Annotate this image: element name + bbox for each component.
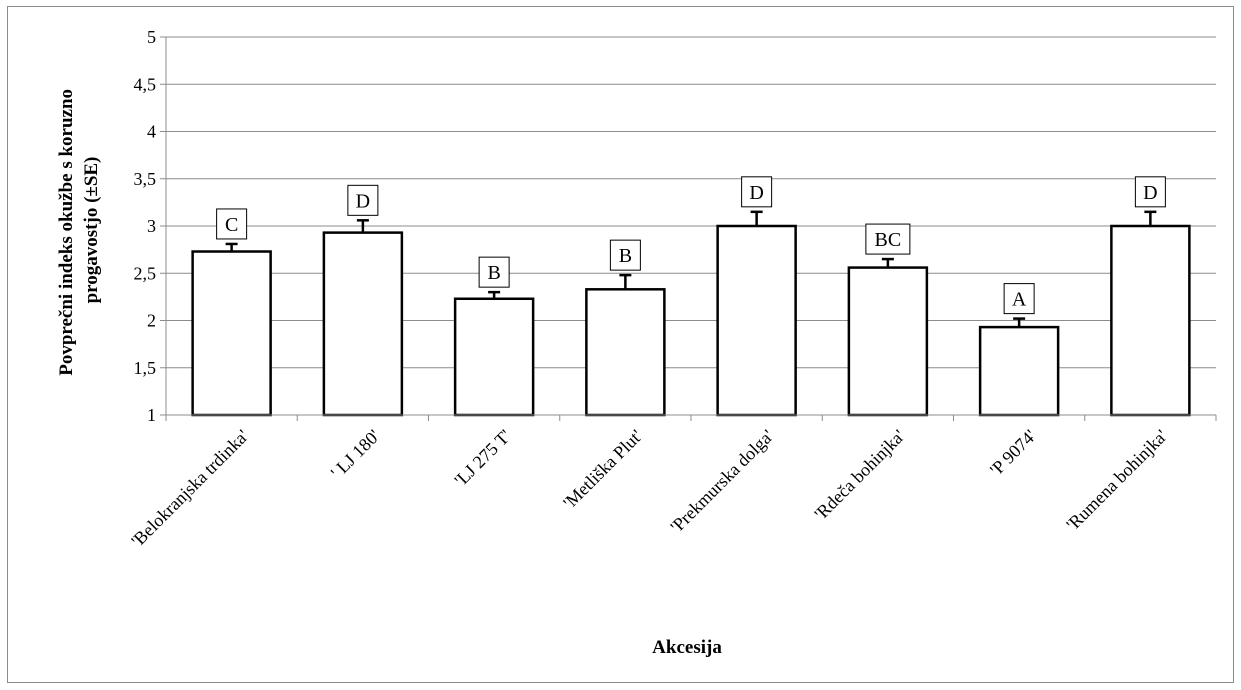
- significance-box: [609, 239, 641, 271]
- bar: [716, 224, 797, 417]
- x-category-label: 'Metliška Plut': [559, 426, 646, 513]
- bar: [978, 325, 1060, 417]
- significance-box: [865, 223, 911, 255]
- bar: [453, 297, 535, 417]
- significance-letter: D: [749, 182, 763, 204]
- bars: [191, 224, 1191, 417]
- significance-box: [478, 256, 510, 288]
- y-axis-title: Povprečni indeks okužbe s koruzno progav…: [56, 84, 102, 376]
- y-tick-label: 1: [147, 405, 156, 425]
- significance-letter: A: [1012, 289, 1027, 311]
- significance-letter: D: [1143, 182, 1157, 204]
- x-category-label: 'Belokranjska trdinka': [127, 426, 252, 551]
- bar: [322, 231, 404, 417]
- x-axis-title: Akcesija: [652, 637, 722, 658]
- x-category-label: ' LJ 180': [327, 426, 384, 483]
- x-axis-ticks: [165, 415, 1217, 421]
- x-category-label: 'LJ 275 T': [450, 426, 514, 490]
- y-tick-label: 3,5: [134, 169, 157, 189]
- significance-letter: B: [487, 262, 500, 284]
- x-category-labels: 'Belokranjska trdinka' ' LJ 180' 'LJ 275 T…: [127, 426, 1171, 551]
- y-axis-title-line-1: Povprečni indeks okužbe s koruzno: [56, 89, 77, 376]
- x-category-label: 'Prekmurska dolga': [666, 426, 777, 537]
- y-tick-label: 1,5: [134, 358, 157, 378]
- significance-letter: C: [225, 214, 238, 236]
- y-axis-ticks: 1 1,5 2 2,5 3 3,5 4 4,5 5: [134, 27, 166, 425]
- x-category-label: 'Rumena bohinjka': [1062, 426, 1171, 535]
- y-tick-label: 4: [147, 122, 156, 142]
- significance-box: [1134, 176, 1166, 208]
- significance-letter: D: [356, 190, 370, 212]
- y-tick-label: 5: [147, 27, 156, 47]
- significance-box: [216, 208, 248, 240]
- significance-box: [741, 176, 773, 208]
- y-tick-label: 4,5: [134, 74, 157, 94]
- x-category-label: 'P 9074': [986, 426, 1040, 480]
- significance-letter: B: [619, 245, 632, 267]
- significance-box: [1003, 283, 1035, 315]
- y-tick-label: 3: [147, 216, 156, 236]
- bar: [585, 288, 666, 417]
- significance-letters: C D B B D BC A D: [216, 176, 1166, 315]
- bar: [1110, 224, 1191, 417]
- y-tick-label: 2: [147, 311, 156, 331]
- significance-letter: BC: [875, 229, 902, 251]
- y-axis-title-line-2: progavostjo (±SE): [81, 157, 102, 304]
- bar: [847, 266, 929, 417]
- significance-box: [347, 184, 379, 216]
- y-tick-label: 2,5: [134, 263, 157, 283]
- x-category-label: 'Rdeča bohinjka': [810, 426, 908, 524]
- error-bars: [225, 210, 1157, 328]
- bar: [191, 250, 272, 417]
